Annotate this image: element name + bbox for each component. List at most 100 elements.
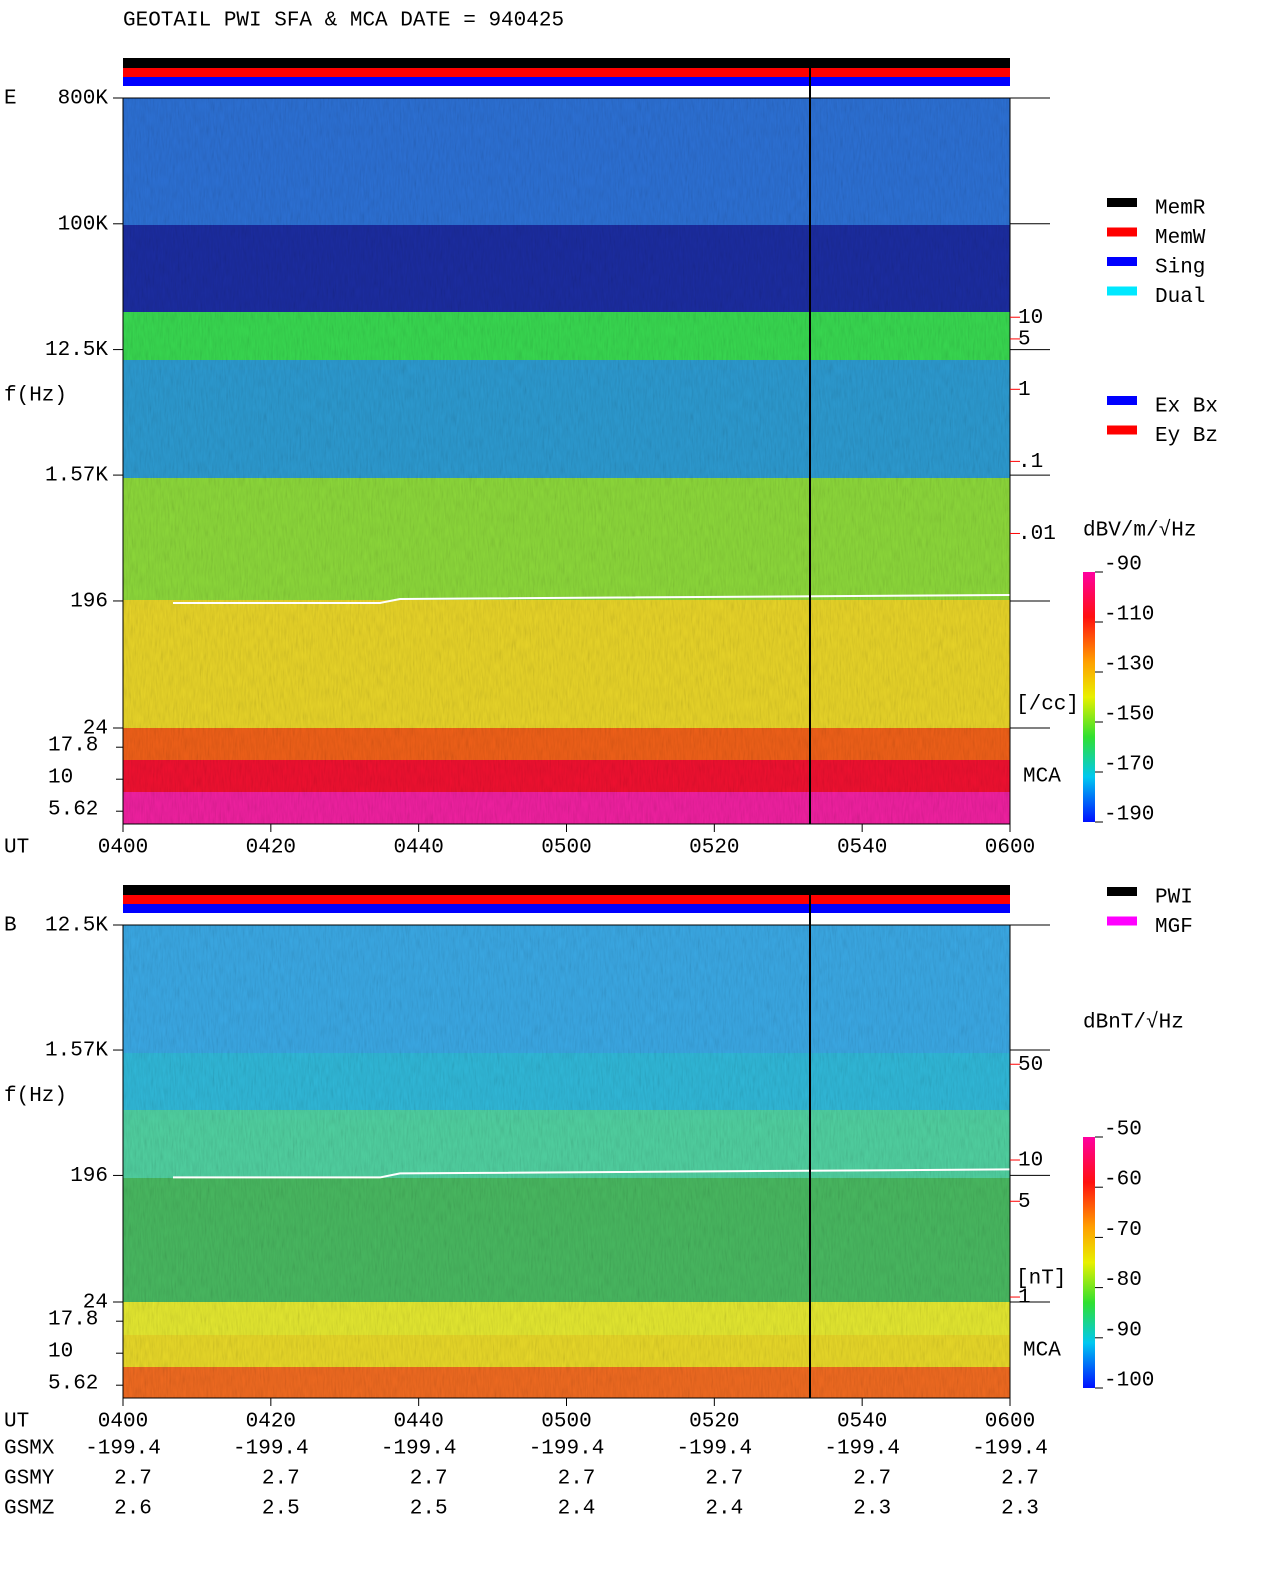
legend-label: Ey Bz — [1155, 425, 1218, 448]
orbit-value: 2.7 — [410, 1468, 448, 1491]
y-tick-label: 800K — [58, 88, 109, 111]
y2-tick-label: 1 — [1018, 379, 1031, 402]
x-tick-label: 0500 — [541, 837, 591, 860]
legend-swatch — [1107, 396, 1137, 405]
mca-tick-label: 10 — [48, 767, 73, 790]
legend-swatch — [1107, 227, 1137, 237]
x-tick-label: 0500 — [541, 1411, 591, 1434]
orbit-row-label: GSMX — [4, 1438, 55, 1461]
colorbar-tick-label: -100 — [1104, 1370, 1154, 1393]
x-tick-label: 0540 — [837, 1411, 887, 1434]
x-axis-label: UT — [4, 1411, 29, 1434]
legend-label: PWI — [1155, 887, 1193, 910]
mca-tick-label: 10 — [48, 1341, 73, 1364]
orbit-value: -199.4 — [677, 1438, 753, 1461]
panel-label: E — [4, 88, 17, 111]
y-tick-label: 12.5K — [45, 915, 108, 938]
y2-tick-label: .1 — [1018, 451, 1043, 474]
spectrogram-texture — [123, 98, 1010, 824]
colorbar-tick-label: -50 — [1104, 1119, 1142, 1142]
legend-label: MGF — [1155, 916, 1193, 939]
y-axis-label: f(Hz) — [4, 385, 67, 408]
plasma-line — [173, 1168, 1011, 1179]
plasma-line — [173, 593, 1011, 604]
y-tick-label: 1.57K — [45, 465, 108, 488]
x-tick-label: 0420 — [246, 1411, 296, 1434]
orbit-value: 2.7 — [705, 1468, 743, 1491]
mca-label: MCA — [1023, 766, 1061, 789]
x-tick-label: 0400 — [98, 1411, 148, 1434]
legend-swatch — [1107, 198, 1137, 207]
mca-tick-label: 17.8 — [48, 735, 98, 758]
orbit-value: 2.7 — [853, 1468, 891, 1491]
colorbar-label: dBnT/√Hz — [1083, 1011, 1184, 1035]
legend-swatch — [1107, 887, 1137, 896]
colorbar-tick-label: -110 — [1104, 604, 1154, 627]
orbit-value: 2.7 — [558, 1468, 596, 1491]
colorbar-tick-label: -60 — [1104, 1169, 1142, 1192]
mca-tick-label: 5.62 — [48, 799, 98, 822]
colorbar-tick-label: -130 — [1104, 654, 1154, 677]
orbit-value: 2.3 — [1001, 1498, 1039, 1521]
status-bar — [123, 904, 1010, 913]
orbit-row-label: GSMZ — [4, 1498, 54, 1521]
mca-label: MCA — [1023, 1340, 1061, 1363]
y2-tick-label: 50 — [1018, 1054, 1043, 1077]
mca-tick-label: 5.62 — [48, 1373, 98, 1396]
y2-tick-label: .01 — [1018, 523, 1056, 546]
colorbar-label: dBV/m/√Hz — [1083, 519, 1196, 543]
y2-tick-label: 5 — [1018, 328, 1031, 351]
spectrogram-texture — [123, 925, 1010, 1398]
x-tick-label: 0520 — [689, 837, 739, 860]
y-tick-label: 196 — [70, 1165, 108, 1188]
y-tick-label: 24 — [83, 718, 108, 741]
y2-unit-label: [nT] — [1016, 1268, 1066, 1291]
y-tick-label: 1.57K — [45, 1040, 108, 1063]
x-tick-label: 0420 — [246, 837, 296, 860]
x-axis-label: UT — [4, 837, 29, 860]
colorbar — [1083, 572, 1095, 822]
x-tick-label: 0400 — [98, 837, 148, 860]
orbit-value: -199.4 — [824, 1438, 900, 1461]
chart-title: GEOTAIL PWI SFA & MCA DATE = 940425 — [123, 10, 564, 33]
legend-label: MemW — [1155, 227, 1206, 250]
colorbar-tick-label: -150 — [1104, 704, 1154, 727]
status-bar — [123, 58, 1010, 68]
orbit-value: -199.4 — [529, 1438, 605, 1461]
x-tick-label: 0600 — [985, 837, 1035, 860]
x-tick-label: 0520 — [689, 1411, 739, 1434]
orbit-value: 2.7 — [1001, 1468, 1039, 1491]
legend-label: Ex Bx — [1155, 396, 1218, 419]
y-axis-label: f(Hz) — [4, 1085, 67, 1108]
orbit-value: 2.6 — [114, 1498, 152, 1521]
y2-tick-label: 10 — [1018, 1150, 1043, 1173]
x-tick-label: 0600 — [985, 1411, 1035, 1434]
colorbar-tick-label: -70 — [1104, 1219, 1142, 1242]
y2-tick-label: 10 — [1018, 307, 1043, 330]
orbit-value: 2.4 — [558, 1498, 596, 1521]
colorbar-tick-label: -80 — [1104, 1269, 1142, 1292]
legend-swatch — [1107, 425, 1137, 435]
orbit-value: 2.3 — [853, 1498, 891, 1521]
status-bar — [123, 68, 1010, 77]
legend-label: Dual — [1155, 286, 1205, 309]
x-tick-label: 0540 — [837, 837, 887, 860]
colorbar-tick-label: -170 — [1104, 754, 1154, 777]
status-bar — [123, 77, 1010, 86]
y-tick-label: 100K — [58, 213, 109, 236]
orbit-value: 2.4 — [705, 1498, 743, 1521]
y-tick-label: 196 — [70, 591, 108, 614]
legend-swatch — [1107, 916, 1137, 926]
y2-tick-label: 5 — [1018, 1191, 1031, 1214]
x-tick-label: 0440 — [393, 1411, 443, 1434]
colorbar-tick-label: -190 — [1104, 804, 1154, 827]
mca-tick-label: 17.8 — [48, 1309, 98, 1332]
y-tick-label: 12.5K — [45, 339, 108, 362]
y-tick-label: 24 — [83, 1292, 108, 1315]
legend-label: MemR — [1155, 198, 1206, 221]
orbit-value: -199.4 — [85, 1438, 161, 1461]
colorbar-tick-label: -90 — [1104, 554, 1142, 577]
legend-swatch — [1107, 257, 1137, 266]
